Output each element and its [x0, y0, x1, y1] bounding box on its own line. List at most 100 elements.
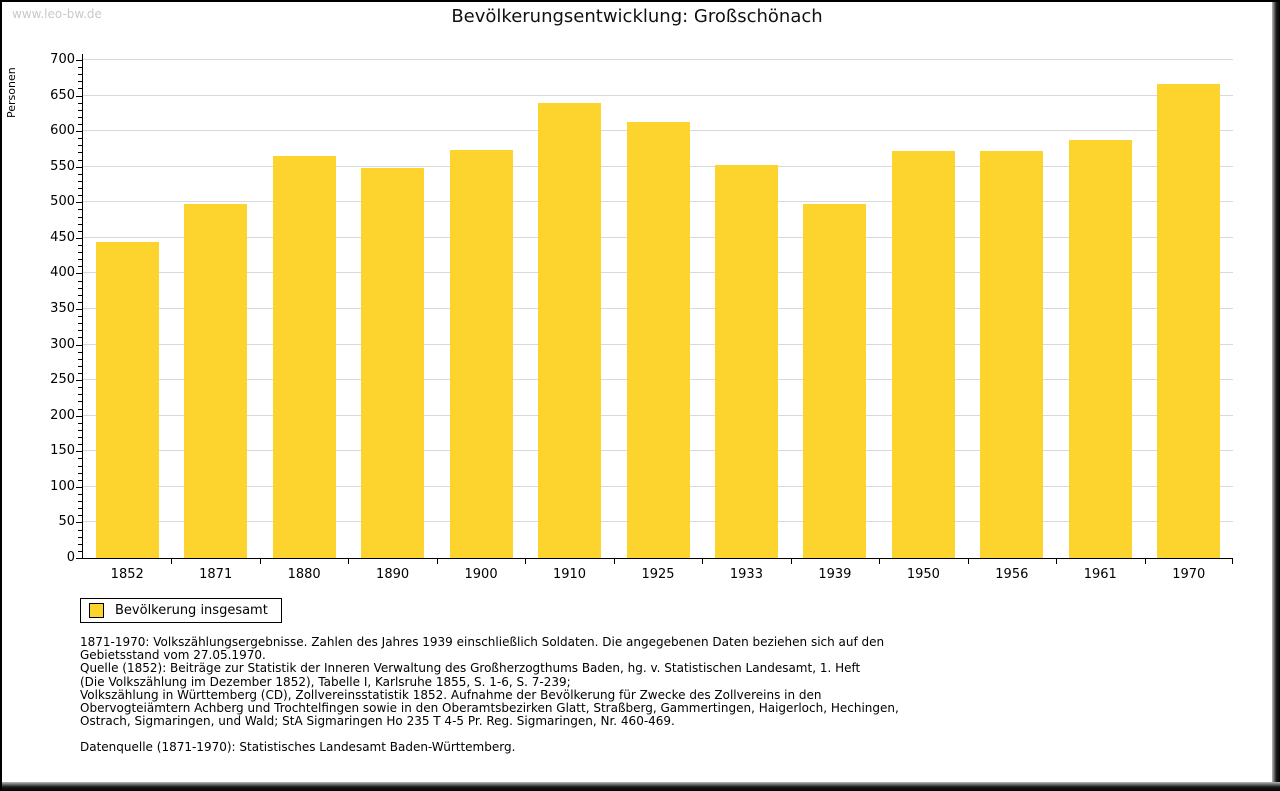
- y-minor-tick-330: [78, 323, 82, 325]
- y-minor-tick-560: [78, 159, 82, 161]
- legend-swatch: [89, 603, 104, 618]
- x-tick-9: [879, 559, 881, 564]
- y-tick-label-0: 0: [66, 550, 75, 565]
- y-minor-tick-170: [78, 437, 82, 439]
- y-minor-tick-630: [78, 109, 82, 111]
- bar-1880: [272, 156, 336, 558]
- x-tick-4: [436, 559, 438, 564]
- y-minor-tick-620: [78, 116, 82, 118]
- y-minor-tick-580: [78, 145, 82, 147]
- footnote-lines: 1871-1970: Volkszählungsergebnisse. Zahl…: [80, 635, 1230, 728]
- x-tick-label-1871: 1871: [199, 567, 233, 582]
- x-tick-8: [790, 559, 792, 564]
- x-tick-label-1956: 1956: [995, 567, 1029, 582]
- x-tick-label-1890: 1890: [376, 567, 410, 582]
- x-tick-5: [525, 559, 527, 564]
- y-minor-tick-510: [78, 195, 82, 197]
- y-minor-tick-60: [78, 515, 82, 517]
- y-tick-label-500: 500: [50, 194, 75, 210]
- y-minor-tick-520: [78, 188, 82, 190]
- y-axis-line: [82, 54, 83, 559]
- y-minor-tick-320: [78, 330, 82, 332]
- y-axis: 0 50 100 150 200 250 300 350 400 450 500 550 600 650 7…: [2, 53, 82, 565]
- frame-shadow-bottom: [2, 782, 1280, 791]
- y-major-tick-300: [76, 344, 82, 346]
- bar-1852: [95, 242, 159, 558]
- y-minor-tick-160: [78, 444, 82, 446]
- y-minor-tick-180: [78, 429, 82, 431]
- y-minor-tick-140: [78, 458, 82, 460]
- y-minor-tick-120: [78, 472, 82, 474]
- y-minor-tick-430: [78, 252, 82, 254]
- x-tick-label-1961: 1961: [1083, 567, 1117, 582]
- y-minor-tick-260: [78, 373, 82, 375]
- footnote-line-5: Volkszählung in Württemberg (CD), Zollve…: [80, 687, 822, 702]
- bar-1890: [361, 168, 425, 558]
- y-tick-label-150: 150: [50, 443, 75, 459]
- y-minor-tick-340: [78, 316, 82, 318]
- x-tick-label-1925: 1925: [641, 567, 675, 582]
- y-tick-label-600: 600: [50, 123, 75, 139]
- y-major-tick-100: [76, 486, 82, 488]
- y-minor-tick-190: [78, 422, 82, 424]
- x-tick-1: [171, 559, 173, 564]
- y-minor-tick-130: [78, 465, 82, 467]
- x-tick-12: [1144, 559, 1146, 564]
- y-minor-tick-290: [78, 351, 82, 353]
- y-major-tick-400: [76, 273, 82, 275]
- y-major-tick-250: [76, 380, 82, 382]
- footnote-line-2: Gebietsstand vom 27.05.1970.: [80, 648, 266, 663]
- x-tick-label-1900: 1900: [464, 567, 498, 582]
- y-minor-tick-90: [78, 493, 82, 495]
- chart-title: Bevölkerungsentwicklung: Großschönach: [451, 6, 823, 27]
- y-minor-tick-470: [78, 223, 82, 225]
- bar-1871: [184, 204, 248, 558]
- y-minor-tick-30: [78, 536, 82, 538]
- x-tick-10: [967, 559, 969, 564]
- x-tick-3: [348, 559, 350, 564]
- y-tick-label-550: 550: [50, 158, 75, 174]
- legend: Bevölkerung insgesamt: [80, 598, 282, 623]
- y-minor-tick-310: [78, 337, 82, 339]
- y-minor-tick-540: [78, 173, 82, 175]
- y-major-tick-350: [76, 309, 82, 310]
- footnotes: 1871-1970: Volkszählungsergebnisse. Zahl…: [80, 635, 1230, 755]
- footnote-line-3: Quelle (1852): Beiträge zur Statistik de…: [80, 661, 861, 676]
- y-minor-tick-610: [78, 124, 82, 126]
- y-major-tick-650: [76, 95, 82, 97]
- y-tick-label-300: 300: [50, 336, 75, 352]
- y-tick-label-350: 350: [50, 301, 75, 316]
- y-tick-label-100: 100: [50, 478, 75, 494]
- y-minor-tick-370: [78, 294, 82, 296]
- y-minor-tick-690: [78, 67, 82, 69]
- x-axis: 1852 1871 1880 1890 1900 1910 1925 1933 1939 1950…: [83, 559, 1233, 589]
- y-minor-tick-680: [78, 74, 82, 76]
- y-tick-label-50: 50: [58, 514, 75, 530]
- y-tick-label-250: 250: [50, 372, 75, 388]
- y-minor-tick-590: [78, 138, 82, 140]
- x-tick-label-1910: 1910: [552, 567, 587, 582]
- y-major-tick-0: [76, 558, 82, 559]
- y-minor-tick-390: [78, 280, 82, 282]
- x-tick-label-1933: 1933: [729, 567, 763, 582]
- y-minor-tick-460: [78, 230, 82, 232]
- y-tick-label-400: 400: [50, 265, 75, 281]
- bar-1910: [538, 103, 602, 558]
- x-tick-2: [259, 559, 261, 564]
- y-major-tick-450: [76, 237, 82, 239]
- y-minor-tick-10: [78, 550, 82, 552]
- y-minor-tick-660: [78, 88, 82, 90]
- x-tick-7: [702, 559, 704, 564]
- bar-1933: [714, 165, 778, 558]
- footnote-line-4: (Die Volkszählung im Dezember 1852), Tab…: [80, 674, 571, 689]
- y-minor-tick-80: [78, 501, 82, 503]
- y-major-tick-550: [76, 166, 82, 168]
- y-major-tick-500: [76, 202, 82, 204]
- x-tick-13: [1232, 559, 1233, 564]
- x-tick-label-1950: 1950: [906, 567, 940, 582]
- y-minor-tick-360: [78, 301, 82, 303]
- x-tick-11: [1056, 559, 1058, 564]
- y-major-tick-150: [76, 451, 82, 453]
- x-tick-label-1970: 1970: [1172, 567, 1206, 582]
- y-minor-tick-380: [78, 287, 82, 289]
